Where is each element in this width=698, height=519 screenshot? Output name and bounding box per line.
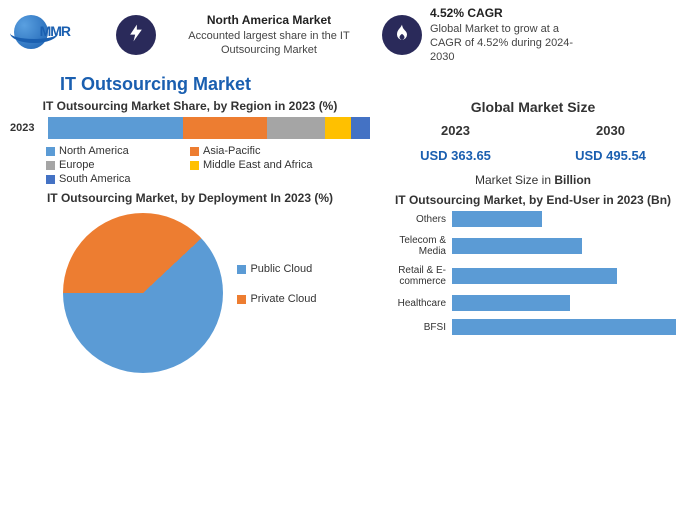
stacked-segment [351,117,370,139]
hbar-fill [452,295,570,311]
gms-year-2: 2030 [596,123,625,138]
hbar-label: Telecom & Media [378,235,452,257]
hbar-row: BFSI [378,319,688,335]
hbar-label: Healthcare [378,298,452,309]
hbar-label: Others [378,214,452,225]
page-title: IT Outsourcing Market [0,68,698,99]
legend-item: Asia-Pacific [190,145,320,157]
flame-icon [382,15,422,55]
hbar-row: Telecom & Media [378,235,688,257]
gms-title: Global Market Size [378,99,688,115]
legend-item: Private Cloud [237,293,316,305]
enduser-chart-title: IT Outsourcing Market, by End-User in 20… [378,193,688,207]
legend-item: Europe [46,159,176,171]
region-row-label: 2023 [10,122,42,134]
hbar-fill [452,319,676,335]
hbar-fill [452,238,582,254]
deployment-chart: IT Outsourcing Market, by Deployment In … [10,191,370,373]
gms-value-1: USD 363.65 [420,148,491,163]
header: MMR North America Market Accounted large… [0,0,698,68]
hbar-list: Others Telecom & Media Retail & E-commerce… [378,211,688,335]
hbar-fill [452,268,617,284]
hbar-row: Retail & E-commerce [378,265,688,287]
hbar-row: Healthcare [378,295,688,311]
pie-legend: Public Cloud Private Cloud [237,263,316,323]
deployment-chart-title: IT Outsourcing Market, by Deployment In … [10,191,370,205]
legend-item: Public Cloud [237,263,316,275]
hbar-label: BFSI [378,322,452,333]
hbar-row: Others [378,211,688,227]
legend-item: Middle East and Africa [190,159,320,171]
region-legend: North America Asia-Pacific Europe Middle Ea… [10,139,370,185]
header-highlight-region: North America Market Accounted largest s… [164,13,374,57]
region-chart-title: IT Outsourcing Market Share, by Region i… [10,99,370,113]
stacked-segment [48,117,183,139]
hbar-label: Retail & E-commerce [378,265,452,287]
header-highlight-cagr: 4.52% CAGR Global Market to grow at a CA… [430,6,630,64]
legend-item: South America [46,173,176,185]
stacked-segment [325,117,351,139]
gms-value-2: USD 495.54 [575,148,646,163]
stacked-segment [267,117,325,139]
region-share-chart: IT Outsourcing Market Share, by Region i… [10,99,370,187]
global-market-size: Global Market Size 2023 2030 USD 363.65 … [378,99,688,187]
bolt-icon [116,15,156,55]
enduser-chart: IT Outsourcing Market, by End-User in 20… [378,191,688,373]
stacked-bar [48,117,370,139]
legend-item: North America [46,145,176,157]
stacked-segment [183,117,267,139]
mmr-logo: MMR [10,13,70,57]
gms-note: Market Size in Billion [378,173,688,187]
pie-chart [63,213,223,373]
hbar-fill [452,211,542,227]
gms-year-1: 2023 [441,123,470,138]
